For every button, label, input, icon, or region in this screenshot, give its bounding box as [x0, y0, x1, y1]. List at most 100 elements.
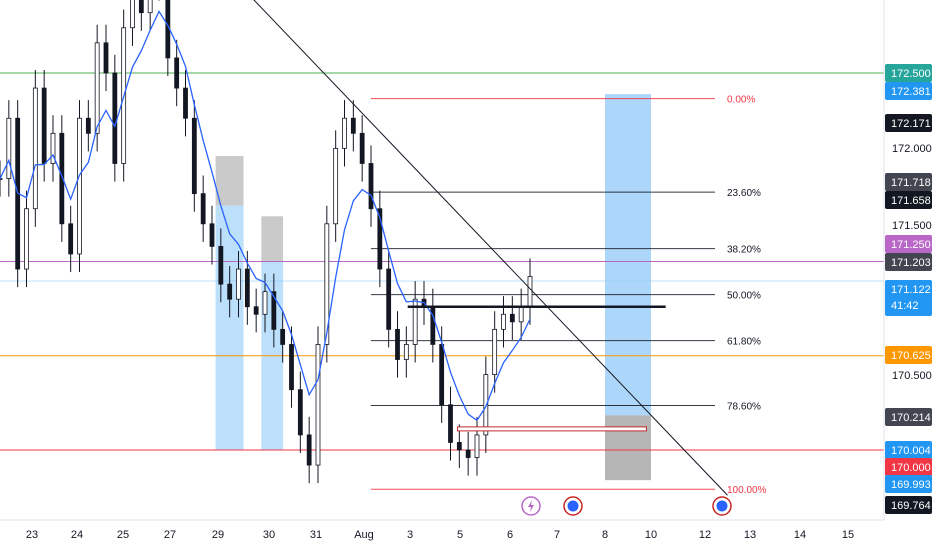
price-label-bg — [885, 408, 932, 426]
price-label-value: 171.203 — [891, 257, 931, 269]
price-label-bg — [885, 82, 932, 100]
price-label[interactable]: 171.718 — [885, 173, 932, 191]
time-tick-label: 23 — [26, 529, 38, 541]
candle-body — [306, 434, 312, 466]
candle-body — [183, 87, 188, 119]
candle-body — [386, 268, 392, 330]
candle-body — [342, 117, 347, 149]
price-label-value: 171.658 — [891, 195, 931, 207]
fib-level-label: 100.00% — [727, 485, 767, 496]
price-label-value: 170.004 — [891, 445, 931, 457]
price-label-value: 169.764 — [891, 500, 931, 512]
time-tick-label: 7 — [554, 529, 560, 541]
candle-body — [103, 42, 109, 74]
price-label[interactable]: 170.214 — [885, 408, 932, 426]
price-label-bg — [885, 235, 932, 253]
price-label[interactable]: 171.122 41:42 — [885, 280, 932, 316]
future-event-icon[interactable] — [712, 496, 732, 516]
fib-level-label: 50.00% — [727, 291, 761, 302]
candle-body — [448, 404, 453, 443]
time-tick-label: 29 — [212, 529, 224, 541]
candle-body — [94, 42, 100, 134]
candle-body — [24, 208, 29, 270]
price-label-bg — [885, 458, 932, 476]
fibonacci-retracement[interactable]: 0.00% 23.60% 38.20% 50.00% 61.80% 78.60% 100.0… — [370, 95, 767, 497]
price-label[interactable]: 171.658 — [885, 191, 932, 209]
price-label[interactable]: 171.203 — [885, 253, 932, 271]
price-label-bg — [885, 191, 932, 209]
candle-body — [271, 291, 277, 330]
candle-body — [59, 132, 65, 225]
price-label-bg — [885, 441, 932, 459]
price-axis[interactable]: 172.000 171.500 170.500 172.500 172.381 172.1… — [883, 0, 932, 550]
earnings-event-icon[interactable] — [563, 496, 583, 516]
long-position-stop-zone[interactable] — [605, 415, 651, 481]
candle-body — [509, 313, 515, 323]
candle-body — [483, 374, 489, 436]
candle-body — [403, 344, 409, 360]
drawings-layer[interactable] — [208, 0, 728, 496]
price-label-value: 171.122 — [891, 284, 931, 296]
price-label[interactable]: 169.764 — [885, 496, 932, 514]
price-series — [0, 0, 533, 484]
candle-body — [77, 117, 82, 255]
candle-body — [253, 306, 259, 315]
long-position-target-zone[interactable] — [605, 94, 651, 416]
candle-body — [191, 117, 197, 195]
fib-level-label: 61.80% — [727, 337, 761, 348]
candle-body — [501, 313, 506, 330]
price-label-value: 172.381 — [891, 86, 931, 98]
candle-body — [262, 291, 268, 315]
support-zone[interactable] — [457, 426, 647, 432]
candle-body — [165, 0, 171, 59]
time-tick-label: 6 — [507, 529, 513, 541]
candle-body — [130, 0, 135, 29]
time-tick-label: 3 — [407, 529, 413, 541]
candle-body — [333, 147, 339, 225]
candle-body — [138, 0, 144, 14]
moving-average-line — [0, 10, 531, 422]
time-tick-label: 8 — [602, 529, 608, 541]
candle-body — [395, 328, 400, 360]
trendline[interactable] — [208, 0, 728, 496]
price-label[interactable]: 171.250 — [885, 235, 932, 253]
dividend-event-icon[interactable] — [521, 496, 541, 516]
events-layer[interactable] — [521, 496, 732, 516]
price-label[interactable]: 170.000 — [885, 458, 932, 476]
time-tick-label: 25 — [117, 529, 129, 541]
price-label[interactable]: 170.004 — [885, 441, 932, 459]
price-label-bg — [885, 346, 932, 364]
candle-body — [50, 132, 56, 164]
price-label[interactable]: 172.500 — [885, 64, 932, 82]
fib-level-label: 0.00% — [727, 95, 755, 106]
candle-body — [41, 87, 47, 164]
candle-body — [368, 163, 374, 210]
price-label[interactable]: 172.381 — [885, 82, 932, 100]
time-tick-label: 12 — [699, 529, 711, 541]
horizontal-lines-layer — [0, 72, 884, 451]
price-label-value: 169.993 — [891, 479, 931, 491]
candle-body — [32, 87, 38, 210]
price-tick-label: 170.500 — [892, 370, 932, 382]
time-axis[interactable]: 23 24 25 27 29 30 31 Aug 3 5 6 7 8 10 12 13 14 15 — [0, 519, 884, 541]
price-label[interactable]: 172.171 — [885, 114, 932, 132]
candle-body — [147, 0, 153, 14]
fib-level-label: 38.20% — [727, 245, 761, 256]
candle-body — [297, 389, 303, 436]
time-tick-label: Aug — [354, 529, 374, 541]
past-stop-zone — [215, 155, 244, 206]
price-label-value: 171.718 — [891, 177, 931, 189]
price-label[interactable]: 170.625 — [885, 346, 932, 364]
time-tick-label: 15 — [842, 529, 854, 541]
time-tick-label: 31 — [310, 529, 322, 541]
candle-body — [474, 434, 480, 458]
candle-body — [492, 328, 498, 375]
fib-level-label: 23.60% — [727, 188, 761, 199]
price-label-value: 172.500 — [891, 68, 931, 80]
price-label-value: 170.625 — [891, 350, 931, 362]
price-label-value: 170.214 — [891, 412, 931, 424]
price-label[interactable]: 169.993 — [885, 475, 932, 493]
